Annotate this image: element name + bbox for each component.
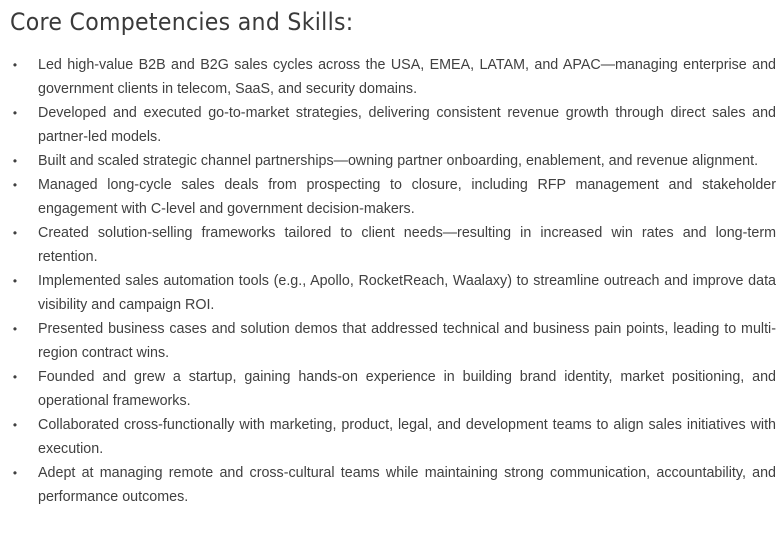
list-item: • Presented business cases and solution d…: [0, 317, 776, 365]
list-item: • Adept at managing remote and cross-cult…: [0, 461, 776, 509]
bullet-icon: •: [12, 226, 18, 240]
item-text: Presented business cases and solution de…: [38, 321, 776, 361]
skills-list: • Led high-value B2B and B2G sales cycles…: [0, 53, 776, 509]
item-text: Founded and grew a startup, gaining hand…: [38, 369, 776, 409]
item-text: Built and scaled strategic channel partn…: [38, 153, 759, 169]
list-item: • Developed and executed go-to-market str…: [0, 101, 776, 149]
bullet-icon: •: [12, 178, 18, 192]
item-text: Created solution-selling frameworks tail…: [38, 225, 776, 265]
list-item: • Built and scaled strategic channel part…: [0, 149, 776, 173]
item-text: Collaborated cross-functionally with mar…: [38, 417, 776, 457]
section-title: Core Competencies and Skills:: [10, 8, 354, 36]
bullet-icon: •: [12, 106, 18, 120]
bullet-icon: •: [12, 274, 18, 288]
list-item: • Created solution-selling frameworks tai…: [0, 221, 776, 269]
item-text: Implemented sales automation tools (e.g.…: [38, 273, 776, 313]
bullet-icon: •: [12, 418, 18, 432]
item-text: Managed long-cycle sales deals from pros…: [38, 177, 776, 217]
bullet-icon: •: [12, 466, 18, 480]
item-text: Led high-value B2B and B2G sales cycles …: [38, 57, 776, 97]
list-item: • Collaborated cross-functionally with ma…: [0, 413, 776, 461]
item-text: Adept at managing remote and cross-cultu…: [38, 465, 776, 505]
list-item: • Led high-value B2B and B2G sales cycles…: [0, 53, 776, 101]
item-text: Developed and executed go-to-market stra…: [38, 105, 776, 145]
list-item: • Managed long-cycle sales deals from pro…: [0, 173, 776, 221]
list-item: • Founded and grew a startup, gaining han…: [0, 365, 776, 413]
bullet-icon: •: [12, 370, 18, 384]
list-item: • Implemented sales automation tools (e.g…: [0, 269, 776, 317]
bullet-icon: •: [12, 58, 18, 72]
bullet-icon: •: [12, 322, 18, 336]
bullet-icon: •: [12, 154, 18, 168]
